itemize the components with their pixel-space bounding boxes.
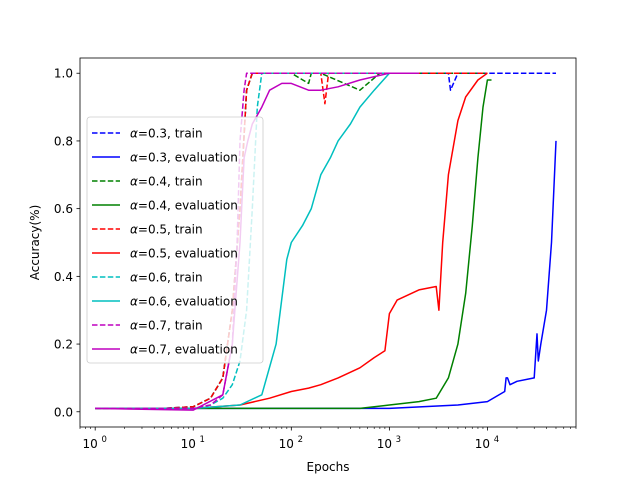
legend-label-9: α=0.7, train	[130, 319, 203, 333]
legend-greek: α	[130, 319, 138, 333]
legend-greek: α	[130, 343, 138, 357]
legend-text: =0.6, evaluation	[138, 295, 238, 309]
legend-greek: α	[130, 295, 138, 309]
legend-text: =0.4, train	[138, 175, 203, 189]
legend-greek: α	[130, 151, 138, 165]
legend-text: =0.4, evaluation	[138, 199, 238, 213]
series-line-8	[95, 72, 390, 410]
axes: 10 0 10 1 10 2 10 3 10 40.00.20.40.60.81.0EpochsA…	[28, 57, 577, 474]
x-tick-exponent: 1	[200, 435, 205, 445]
legend-greek: α	[130, 247, 138, 261]
legend-greek: α	[130, 271, 138, 285]
x-tick-exponent: 3	[396, 435, 401, 445]
x-tick-exponent: 2	[298, 435, 303, 445]
legend-text: =0.3, train	[138, 127, 203, 141]
x-tick-label: 10	[83, 437, 98, 451]
legend-label-4: α=0.4, evaluation	[130, 199, 238, 213]
legend-greek: α	[130, 223, 138, 237]
y-axis-label: Accuracy(%)	[28, 205, 42, 281]
legend-text: =0.7, train	[138, 319, 203, 333]
y-tick-label: 0.6	[54, 202, 73, 216]
x-tick-exponent: 0	[101, 435, 106, 445]
y-tick-label: 1.0	[54, 67, 73, 81]
legend-label-7: α=0.6, train	[130, 271, 203, 285]
x-tick-label: 10	[181, 437, 196, 451]
legend-text: =0.3, evaluation	[138, 151, 238, 165]
series-line-4	[95, 79, 492, 410]
legend-label-3: α=0.4, train	[130, 175, 203, 189]
series-line-6	[95, 72, 488, 410]
legend-label-10: α=0.7, evaluation	[130, 343, 238, 357]
legend-greek: α	[130, 199, 138, 213]
series-line-2	[95, 140, 557, 410]
legend-text: =0.7, evaluation	[138, 343, 238, 357]
legend-text: =0.6, train	[138, 271, 203, 285]
x-tick-label: 10	[475, 437, 490, 451]
x-tick-label: 10	[377, 437, 392, 451]
legend-label-6: α=0.5, evaluation	[130, 247, 238, 261]
x-tick-exponent: 4	[494, 435, 499, 445]
legend-greek: α	[130, 127, 138, 141]
x-axis-label: Epochs	[307, 460, 350, 474]
legend-label-5: α=0.5, train	[130, 223, 203, 237]
y-tick-label: 0.8	[54, 134, 73, 148]
legend-label-2: α=0.3, evaluation	[130, 151, 238, 165]
legend-text: =0.5, train	[138, 223, 203, 237]
axes-frame	[79, 57, 577, 428]
x-tick-label: 10	[279, 437, 294, 451]
y-tick-label: 0.0	[54, 405, 73, 419]
y-tick-label: 0.4	[54, 270, 73, 284]
y-tick-label: 0.2	[54, 338, 73, 352]
legend-label-1: α=0.3, train	[130, 127, 203, 141]
legend-box	[86, 116, 264, 364]
series-line-5	[95, 72, 488, 410]
legend-text: =0.5, evaluation	[138, 247, 238, 261]
legend-label-8: α=0.6, evaluation	[130, 295, 238, 309]
legend-greek: α	[130, 175, 138, 189]
